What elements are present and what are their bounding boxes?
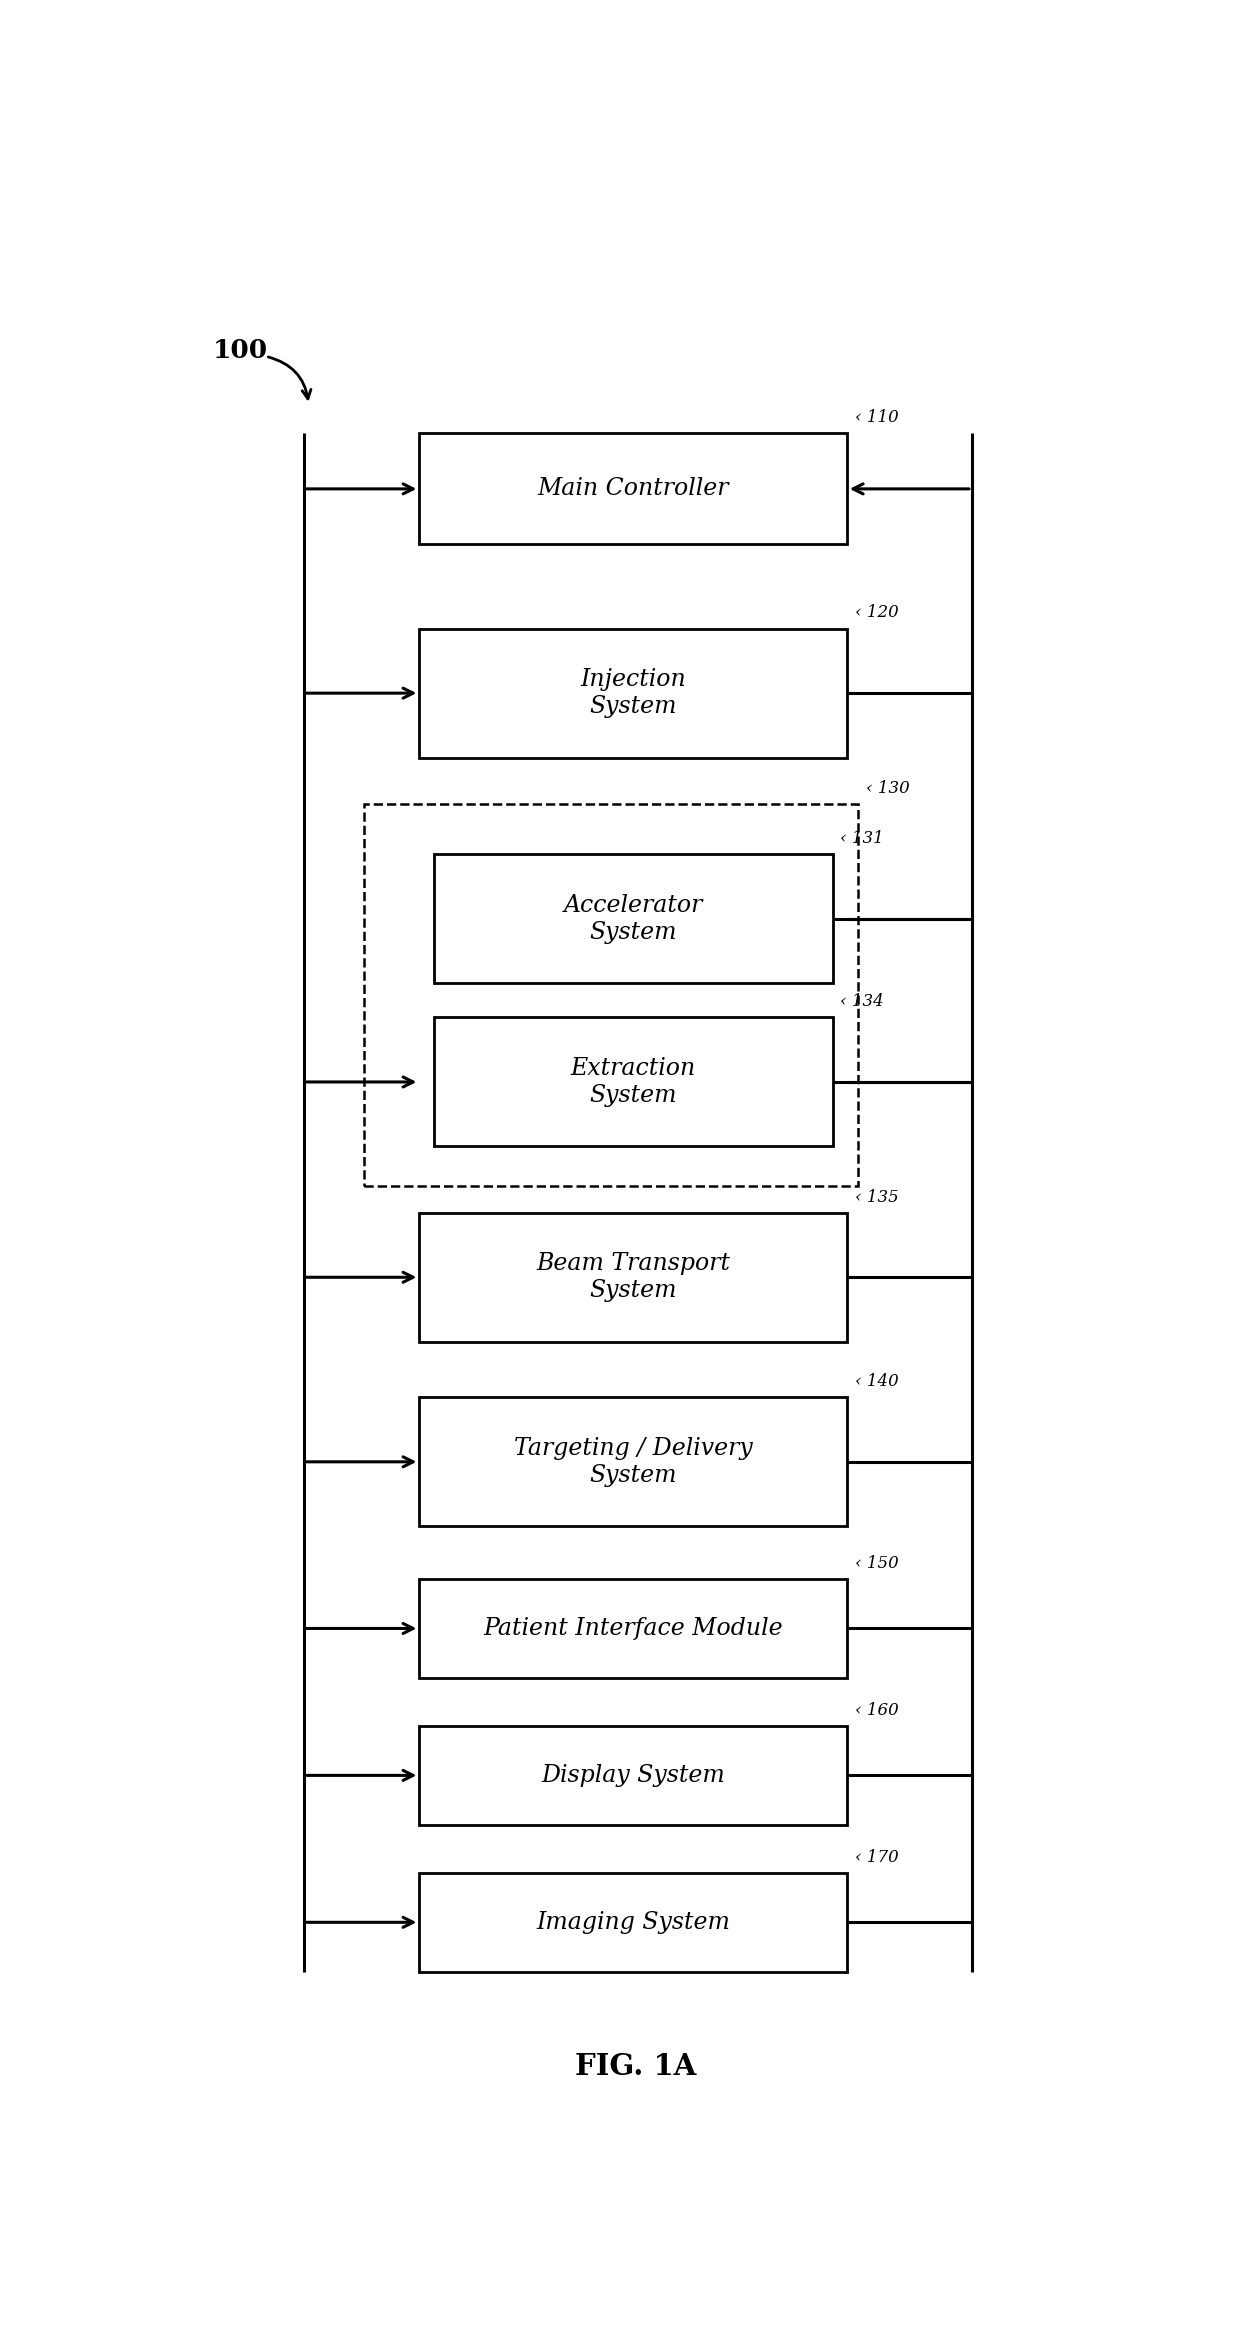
Text: ‹ 120: ‹ 120 (854, 605, 898, 621)
Bar (419, 433, 847, 545)
Bar (434, 854, 832, 984)
Text: Injection
System: Injection System (580, 668, 686, 719)
Bar (419, 1727, 847, 1824)
Text: Main Controller: Main Controller (537, 477, 729, 500)
Text: ‹ 150: ‹ 150 (854, 1554, 898, 1573)
Text: Accelerator
System: Accelerator System (563, 894, 703, 945)
Text: Patient Interface Module: Patient Interface Module (484, 1617, 782, 1641)
Text: ‹ 134: ‹ 134 (841, 994, 884, 1010)
Text: ‹ 135: ‹ 135 (854, 1189, 898, 1205)
Bar (434, 1017, 832, 1147)
Text: ‹ 170: ‹ 170 (854, 1850, 898, 1866)
Text: ‹ 110: ‹ 110 (854, 410, 898, 426)
Text: ‹ 130: ‹ 130 (866, 780, 910, 798)
Text: Extraction
System: Extraction System (570, 1056, 696, 1108)
Text: Display System: Display System (541, 1764, 725, 1787)
Text: ‹ 131: ‹ 131 (841, 831, 884, 847)
Text: ‹ 140: ‹ 140 (854, 1373, 898, 1389)
Text: Targeting / Delivery
System: Targeting / Delivery System (513, 1438, 753, 1487)
Bar (419, 1212, 847, 1343)
Bar (419, 628, 847, 759)
Bar (363, 805, 858, 1187)
Text: Imaging System: Imaging System (536, 1910, 730, 1934)
Text: Beam Transport
System: Beam Transport System (536, 1252, 730, 1303)
Text: ‹ 160: ‹ 160 (854, 1701, 898, 1720)
Bar (419, 1580, 847, 1678)
Text: FIG. 1A: FIG. 1A (575, 2052, 696, 2080)
Text: 100: 100 (213, 337, 268, 363)
Bar (419, 1873, 847, 1971)
Bar (419, 1396, 847, 1527)
